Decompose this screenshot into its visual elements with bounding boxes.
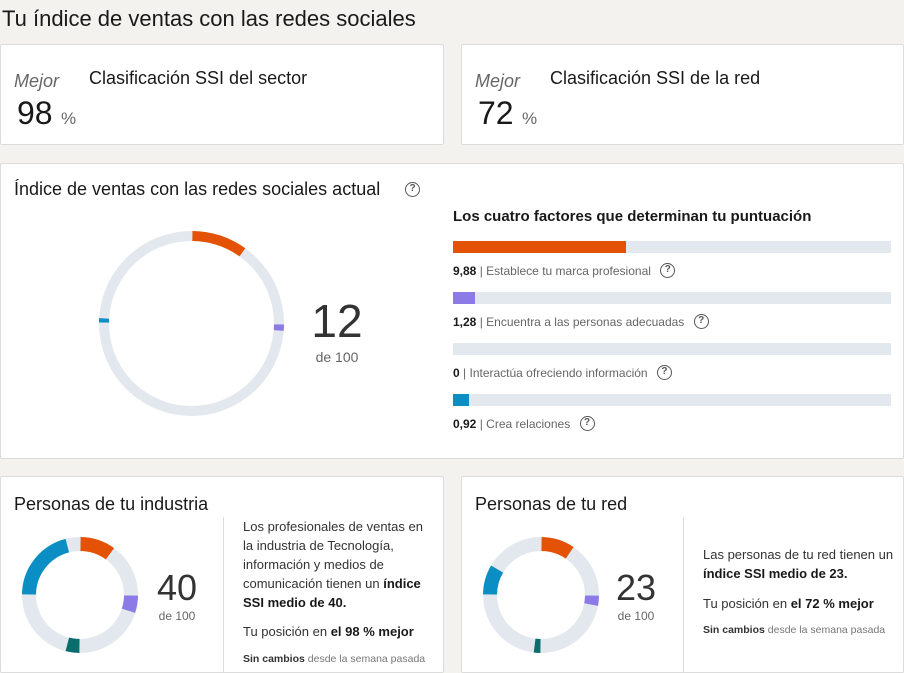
factor-bar-relate (453, 394, 891, 406)
industry-score: 40 (156, 567, 198, 608)
factor-label-brand: 9,88 | Establece tu marca profesional ? (453, 262, 676, 278)
sector-rank-unit: % (61, 109, 77, 128)
ssi-title-text: Índice de ventas con las redes sociales … (14, 179, 381, 199)
factor-label-find: 1,28 | Encuentra a las personas adecuada… (453, 313, 709, 329)
help-icon[interactable]: ? (405, 182, 420, 197)
find-segment (121, 595, 138, 613)
network-out-of: de 100 (617, 609, 655, 623)
industry-donut (22, 537, 138, 653)
ssi-out-of: de 100 (315, 349, 359, 365)
factor-fill-relate (453, 394, 470, 406)
factor-bar-brand (453, 241, 891, 253)
change-rest: desde la semana pasada (307, 653, 426, 665)
network-rank-title: Clasificación SSI de la red (550, 68, 761, 88)
factor-value: 9,88 (453, 264, 477, 278)
industry-change: Sin cambios desde la semana pasada (243, 653, 425, 665)
ssi-card: Índice de ventas con las redes sociales … (0, 163, 904, 459)
help-icon[interactable]: ? (693, 313, 709, 329)
brand-segment (192, 231, 246, 257)
factor-fill-brand (453, 241, 626, 253)
brand-segment (541, 537, 574, 559)
network-card: Personas de tu red 23 de 100 Las persona… (461, 476, 904, 673)
factor-name: | Establece tu marca profesional (479, 264, 651, 278)
change-rest: desde la semana pasada (767, 624, 886, 636)
factor-name: | Interactúa ofreciendo información (463, 366, 648, 380)
sector-rank-title: Clasificación SSI del sector (89, 68, 308, 88)
find-segment (584, 595, 599, 606)
change-bold: Sin cambios (703, 624, 765, 636)
factor-name: | Encuentra a las personas adecuadas (479, 315, 685, 329)
sector-rank-card: Mejor Clasificación SSI del sector 98 % (0, 44, 444, 145)
factors-title: Los cuatro factores que determinan tu pu… (453, 208, 812, 225)
network-position: Tu posición en el 72 % mejor (703, 594, 874, 613)
relate-segment (483, 565, 504, 595)
sector-rank-prefix: Mejor (14, 71, 60, 91)
factor-label-engage: 0 | Interactúa ofreciendo información ? (453, 364, 672, 380)
ssi-score: 12 (311, 295, 363, 347)
relate-segment (22, 538, 70, 595)
factor-fill-find (453, 292, 476, 304)
industry-desc-text: Los profesionales de ventas en la indust… (243, 519, 423, 591)
donut-track (483, 537, 599, 653)
donut-track (99, 231, 284, 416)
engage-segment (65, 637, 80, 653)
industry-desc-bold: índice SSI medio de 40. (243, 576, 421, 610)
position-prefix: Tu posición en (243, 624, 328, 639)
brand-segment (80, 537, 115, 560)
page-title: Tu índice de ventas con las redes social… (2, 6, 416, 31)
ssi-donut (99, 231, 284, 416)
industry-out-of: de 100 (158, 609, 196, 623)
change-bold: Sin cambios (243, 653, 305, 665)
factor-bar-engage (453, 343, 891, 355)
industry-card: Personas de tu industria 40 de 100 Los p… (0, 476, 444, 673)
divider (223, 517, 224, 672)
factor-bar-find (453, 292, 891, 304)
network-rank-prefix: Mejor (475, 71, 521, 91)
network-rank-value: 72 (478, 95, 514, 131)
donut-track (22, 537, 138, 653)
divider (683, 517, 684, 672)
factor-value: 0,92 (453, 417, 477, 431)
network-score: 23 (615, 567, 657, 608)
network-description: Las personas de tu red tienen un índice … (703, 545, 903, 583)
industry-title: Personas de tu industria (14, 494, 209, 514)
ssi-title: Índice de ventas con las redes sociales … (14, 179, 420, 200)
network-title: Personas de tu red (475, 494, 628, 514)
factor-value: 1,28 (453, 315, 477, 329)
factor-name: | Crea relaciones (479, 417, 571, 431)
network-desc-text: Las personas de tu red tienen un (703, 547, 894, 562)
network-desc-bold: índice SSI medio de 23. (703, 566, 848, 581)
network-rank-unit: % (522, 109, 538, 128)
sector-rank-value: 98 (17, 95, 53, 131)
help-icon[interactable]: ? (579, 415, 595, 431)
factor-value: 0 (453, 366, 460, 380)
industry-description: Los profesionales de ventas en la indust… (243, 517, 435, 612)
industry-position: Tu posición en el 98 % mejor (243, 622, 414, 641)
help-icon[interactable]: ? (656, 364, 672, 380)
network-rank-card: Mejor Clasificación SSI de la red 72 % (461, 44, 904, 145)
factor-label-relate: 0,92 | Crea relaciones ? (453, 415, 595, 431)
help-icon[interactable]: ? (660, 262, 676, 278)
position-bold: el 72 % mejor (790, 596, 874, 611)
position-prefix: Tu posición en (703, 596, 788, 611)
position-bold: el 98 % mejor (330, 624, 414, 639)
network-donut (483, 537, 599, 653)
network-change: Sin cambios desde la semana pasada (703, 624, 885, 636)
